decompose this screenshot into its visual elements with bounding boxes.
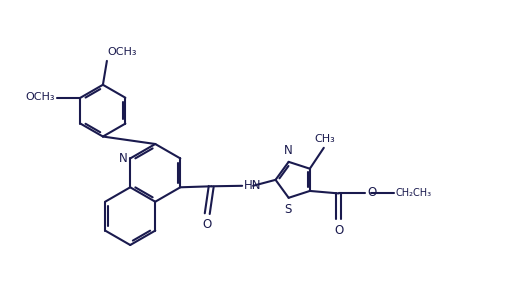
Text: O: O <box>203 218 212 231</box>
Text: HN: HN <box>244 179 262 192</box>
Text: O: O <box>367 186 376 199</box>
Text: N: N <box>284 144 293 157</box>
Text: CH₂CH₃: CH₂CH₃ <box>395 188 432 198</box>
Text: N: N <box>119 152 127 165</box>
Text: S: S <box>284 203 291 216</box>
Text: CH₃: CH₃ <box>314 134 335 144</box>
Text: O: O <box>334 224 343 237</box>
Text: OCH₃: OCH₃ <box>108 47 137 57</box>
Text: OCH₃: OCH₃ <box>25 92 55 102</box>
